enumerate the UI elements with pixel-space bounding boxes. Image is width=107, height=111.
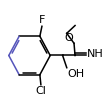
Text: F: F: [39, 15, 45, 25]
Text: NH: NH: [87, 49, 104, 59]
Text: O: O: [65, 33, 74, 43]
Text: Cl: Cl: [35, 86, 46, 96]
Text: OH: OH: [68, 69, 85, 79]
